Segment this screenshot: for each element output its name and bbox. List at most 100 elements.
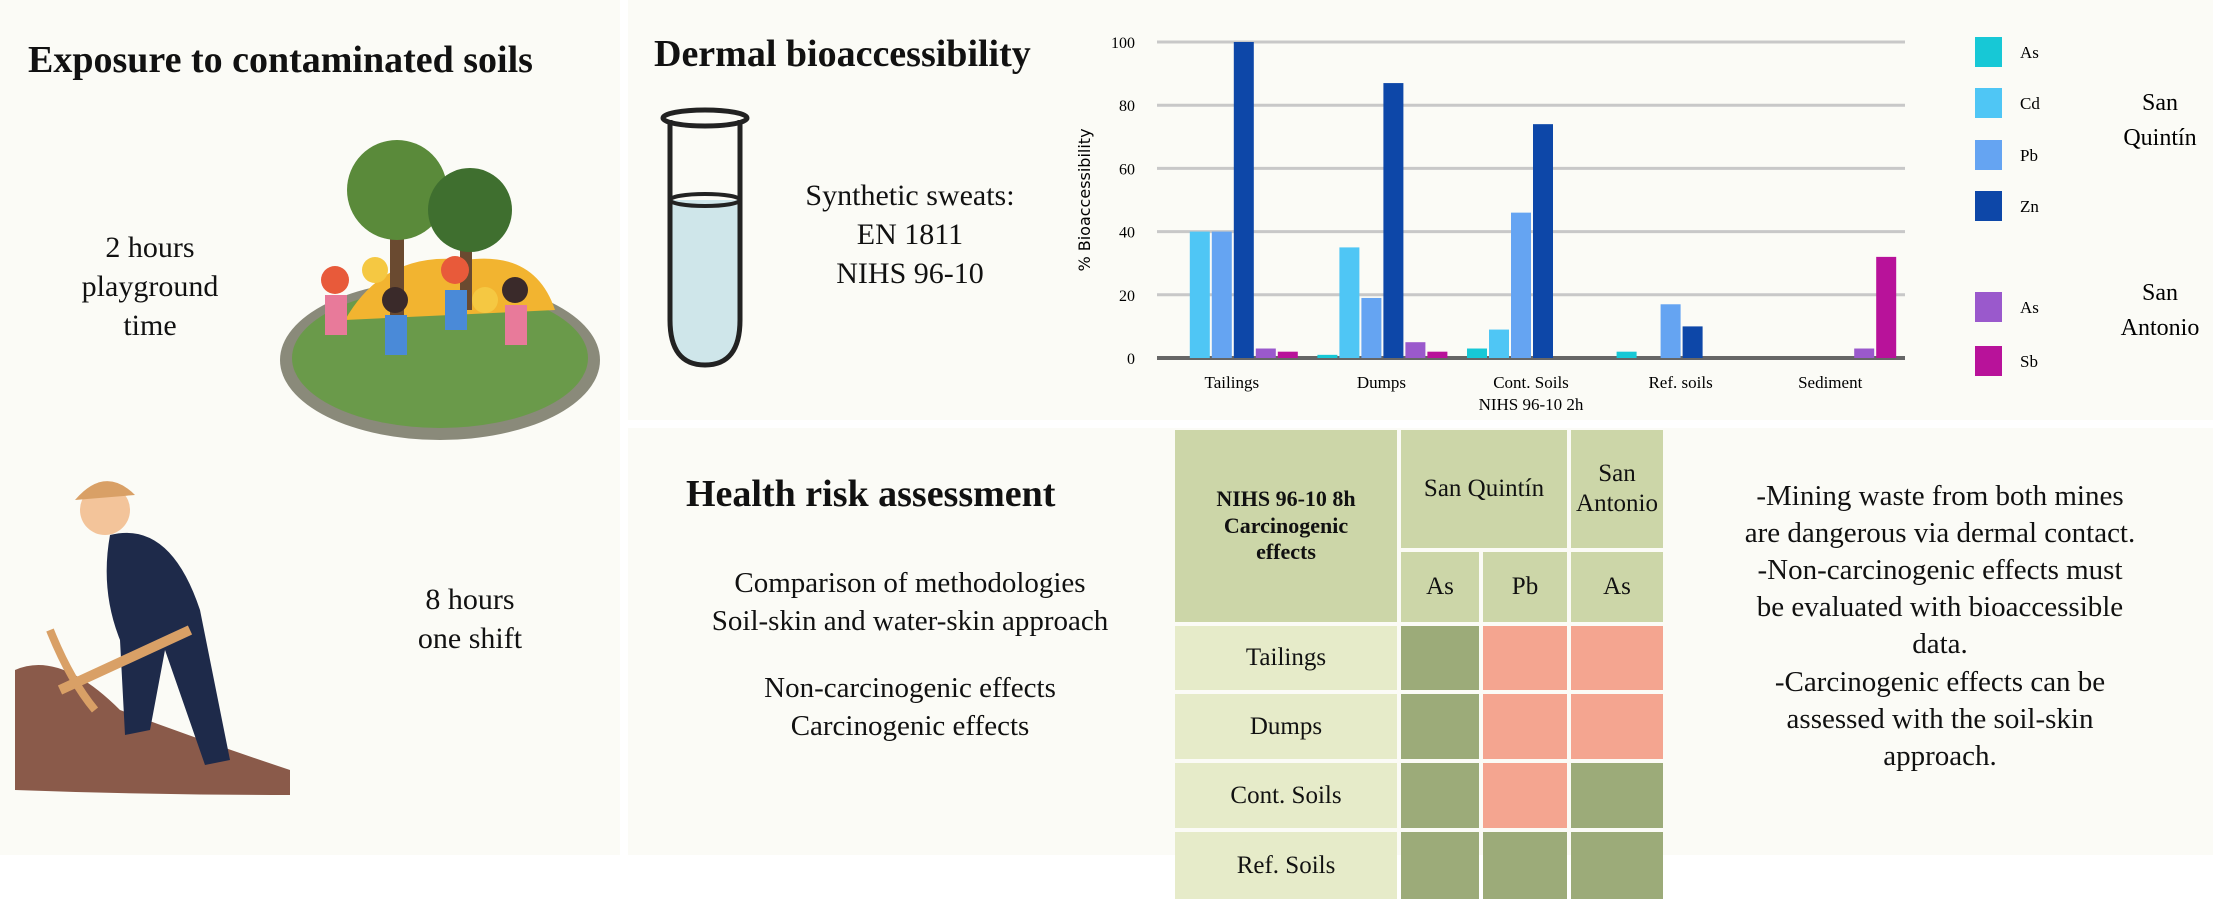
bar-zn [1533, 124, 1553, 358]
legend-label: As [2020, 43, 2039, 62]
bar-pb [1211, 231, 1232, 358]
conclusion-line: -Carcinogenic effects can be [1774, 665, 2106, 698]
risk-cell-high [1571, 694, 1663, 759]
playground-illustration [280, 140, 600, 440]
conclusion-line: assessed with the soil-skin [1786, 702, 2094, 735]
x-tick-label: Dumps [1357, 373, 1406, 392]
legend-swatch [1975, 37, 2002, 67]
x-tick-label: Ref. soils [1648, 373, 1712, 392]
y-tick-label: 80 [1119, 98, 1135, 115]
col-as: As [1571, 552, 1663, 622]
line: effects [1256, 539, 1316, 565]
risk-cell-high [1483, 694, 1567, 759]
bar-pb [1511, 212, 1531, 358]
y-tick-label: 20 [1119, 288, 1135, 305]
risk-cell-low [1571, 763, 1663, 828]
line: NIHS 96-10 [836, 257, 984, 290]
legend-label: Sb [2020, 352, 2038, 371]
line: Soil-skin and water-skin approach [711, 604, 1109, 637]
bar-as [1317, 354, 1338, 358]
bar-pb [1361, 297, 1382, 358]
risk-cell-low [1401, 694, 1479, 759]
line: Carcinogenic effects [790, 709, 1030, 742]
y-axis-label: % Bioaccessibility [1075, 128, 1094, 271]
line: NIHS 96-10 8h [1216, 486, 1356, 512]
line: 2 hours [105, 231, 195, 264]
risk-cell-low [1571, 832, 1663, 899]
dermal-title: Dermal bioaccessibility [654, 33, 1031, 75]
line: Synthetic sweats: [805, 179, 1015, 212]
legend-swatch [1975, 292, 2002, 322]
line: San [1598, 460, 1636, 487]
y-tick-label: 100 [1111, 35, 1135, 52]
risk-cell-low [1401, 832, 1479, 899]
legend-label: Zn [2020, 197, 2039, 216]
conclusion-line: are dangerous via dermal contact. [1744, 517, 2136, 550]
risk-cell-high [1483, 763, 1567, 828]
legend-swatch [1975, 88, 2002, 118]
y-tick-label: 0 [1127, 351, 1135, 368]
line: Comparison of methodologies [734, 567, 1086, 599]
line: time [123, 309, 177, 342]
bar-cd [1189, 231, 1210, 358]
health-title: Health risk assessment [686, 473, 1056, 515]
table-corner: NIHS 96-10 8h Carcinogenic effects [1175, 430, 1397, 622]
conclusion-line: -Mining waste from both mines [1756, 480, 2124, 512]
risk-cell-high [1571, 626, 1663, 690]
risk-cell-high [1483, 626, 1567, 690]
exposure-title: Exposure to contaminated soils [28, 39, 533, 81]
risk-cell-low [1401, 763, 1479, 828]
legend-label: As [2020, 298, 2039, 317]
risk-table: NIHS 96-10 8h Carcinogenic effects San Qui… [1175, 430, 1663, 899]
bar-as [1405, 342, 1426, 358]
line: Non-carcinogenic effects [764, 672, 1056, 704]
x-tick-label: Tailings [1205, 373, 1260, 392]
bar-as [1255, 348, 1276, 358]
x-tick-label: Cont. Soils [1493, 373, 1569, 392]
col-as: As [1401, 552, 1479, 622]
bar-cd [1489, 329, 1509, 358]
shift-text: 8 hours one shift [380, 580, 560, 658]
header-san-quintin: San Quintín [1401, 430, 1567, 548]
bar-pb [1660, 304, 1681, 358]
header-san-antonio: San Antonio [1571, 430, 1663, 548]
sweats-text: Synthetic sweats: EN 1811 NIHS 96-10 [770, 176, 1050, 293]
y-tick-label: 60 [1119, 161, 1135, 178]
legend-group-label: Antonio [2121, 315, 2200, 341]
row-label: Ref. Soils [1175, 832, 1397, 899]
conclusion-line: be evaluated with bioaccessible [1756, 591, 2124, 624]
col-pb: Pb [1483, 552, 1567, 622]
line: one shift [417, 622, 523, 655]
x-tick-label: Sediment [1798, 373, 1862, 392]
bar-zn [1682, 326, 1703, 358]
bar-sb [1876, 256, 1897, 358]
bar-as [1854, 348, 1875, 358]
conclusion-line: approach. [1883, 739, 1997, 772]
legend-swatch [1975, 346, 2002, 376]
bioaccessibility-chart: 0 20 40 60 80 100 Tailings Dumps Cont. Soils Ref.… [1075, 35, 2200, 414]
bar-sb [1427, 351, 1448, 358]
line: Carcinogenic [1223, 512, 1349, 538]
legend-swatch [1975, 191, 2002, 221]
legend-group-label: San [2142, 280, 2178, 306]
health-effects: Non-carcinogenic effects Carcinogenic eff… [640, 670, 1180, 745]
playground-text: 2 hours playground time [60, 228, 240, 345]
test-tube-illustration [660, 107, 750, 368]
bar-zn [1233, 42, 1254, 358]
legend-group-label: San [2142, 90, 2178, 116]
health-methods: Comparison of methodologies Soil-skin and… [640, 565, 1180, 640]
risk-cell-low [1401, 626, 1479, 690]
row-label: Cont. Soils [1175, 763, 1397, 828]
bar-sb [1277, 351, 1298, 358]
risk-cell-low [1483, 832, 1567, 899]
bar-cd [1339, 247, 1360, 358]
y-tick-label: 40 [1119, 225, 1135, 242]
legend-group-label: Quintín [2123, 125, 2196, 151]
conclusion-line: -Non-carcinogenic effects must [1757, 554, 2123, 587]
legend-label: Cd [2020, 94, 2040, 113]
bar-as [1616, 351, 1637, 358]
line: 8 hours [425, 583, 515, 616]
bar-zn [1383, 83, 1404, 358]
legend-swatch [1975, 140, 2002, 170]
worker-illustration [15, 481, 290, 795]
